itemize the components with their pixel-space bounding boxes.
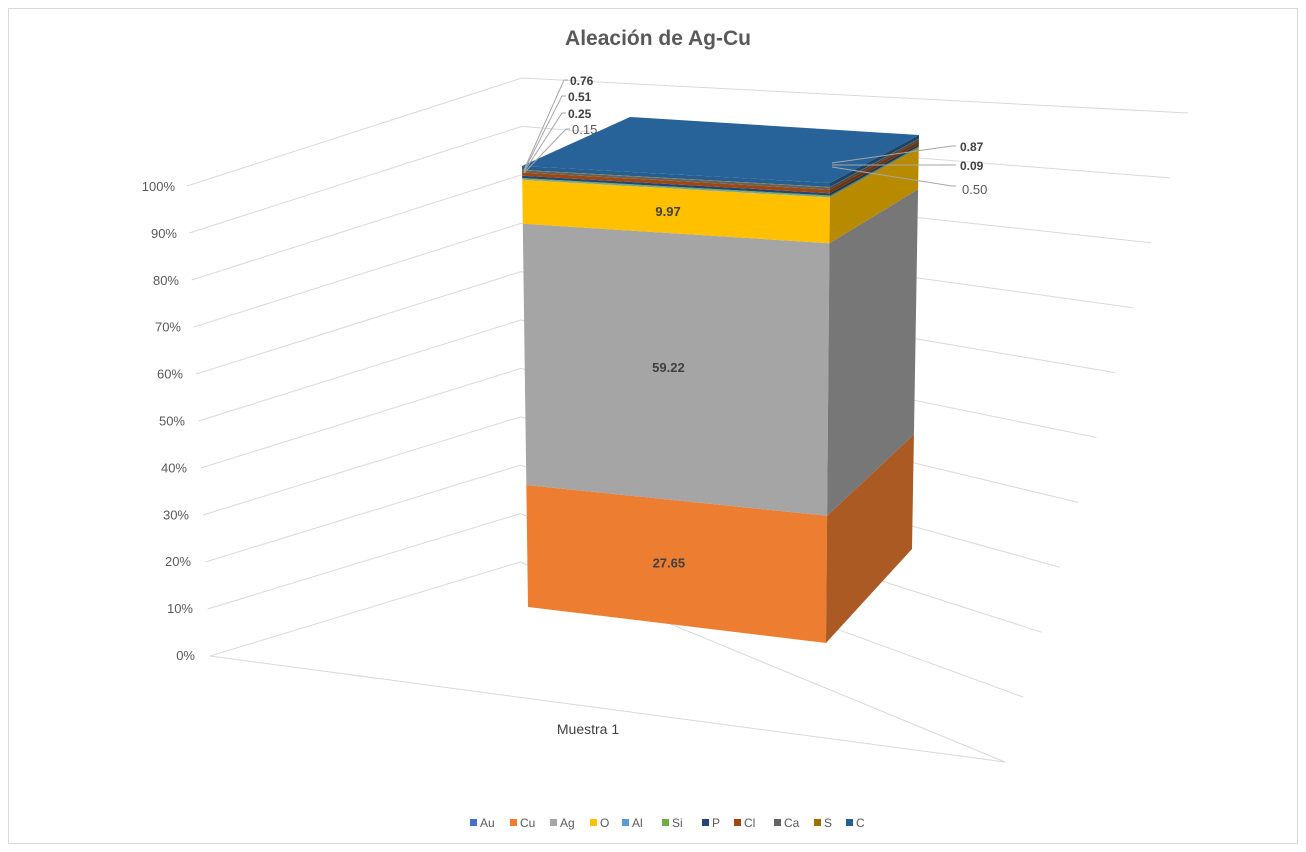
legend-swatch-c <box>846 819 853 826</box>
legend-label-p: P <box>712 816 720 830</box>
y-tick-label: 0% <box>176 648 195 663</box>
bar-front-p <box>522 175 830 196</box>
data-label-s: 0.09 <box>960 159 984 173</box>
leader-line-c <box>831 145 956 164</box>
legend-label-s: S <box>824 816 832 830</box>
legend-label-au: Au <box>480 816 495 830</box>
bar-front-o <box>522 179 830 244</box>
leader-line-si <box>523 112 566 173</box>
y-tick-label: 70% <box>155 320 181 335</box>
data-label-al: 0.15 <box>572 122 597 137</box>
legend-label-ca: Ca <box>784 816 800 830</box>
legend-swatch-ca <box>774 819 781 826</box>
bar-front-cl <box>522 172 830 194</box>
bar-front-cu <box>526 485 828 643</box>
legend-label-c: C <box>856 816 865 830</box>
data-label-si: 0.25 <box>568 107 592 121</box>
bar-side-o <box>829 147 919 244</box>
leader-line-ca <box>831 166 956 187</box>
gridline-left-7 <box>193 222 522 328</box>
bar-side-ag <box>827 189 919 516</box>
data-label-cl: 0.76 <box>570 74 594 88</box>
legend-label-cu: Cu <box>520 816 535 830</box>
bar-front-ca <box>522 170 830 190</box>
y-tick-label: 20% <box>165 554 191 569</box>
y-tick-label: 40% <box>161 460 187 475</box>
gridline-left-3 <box>202 416 521 516</box>
leader-line-p <box>523 95 566 172</box>
gridline-right-10 <box>521 77 1189 114</box>
y-tick-label: 10% <box>167 601 193 616</box>
y-tick-label: 30% <box>163 507 189 522</box>
y-tick-label: 80% <box>153 273 179 288</box>
bar-side-cu <box>826 434 914 643</box>
legend-swatch-s <box>814 819 821 826</box>
bar-side-c <box>829 135 919 188</box>
leader-line-cl <box>523 79 568 171</box>
bar-front-s <box>522 169 830 188</box>
gridline-left-6 <box>196 271 522 375</box>
legend-swatch-cu <box>510 819 517 826</box>
data-label-c: 0.87 <box>960 140 984 154</box>
y-tick-label: 50% <box>159 414 185 429</box>
category-label: Muestra 1 <box>557 721 619 737</box>
legend-label-si: Si <box>672 816 683 830</box>
gridline-left-1 <box>207 513 521 610</box>
gridline-left-4 <box>200 367 521 469</box>
gridline-left-9 <box>189 125 522 234</box>
y-tick-label: 90% <box>151 226 177 241</box>
legend-swatch-p <box>702 819 709 826</box>
bar-side-s <box>829 138 919 188</box>
data-label-ag: 59.22 <box>652 360 685 375</box>
gridline-left-8 <box>191 174 522 281</box>
bar-front-si <box>522 178 830 197</box>
legend-swatch-al <box>622 819 629 826</box>
gridline-0 <box>209 561 521 657</box>
leader-line-al <box>523 128 570 174</box>
legend-label-ag: Ag <box>560 816 575 830</box>
bar-front-al <box>522 179 830 198</box>
gridline-left-2 <box>205 464 521 563</box>
gridline-left-10 <box>186 77 523 187</box>
legend-swatch-au <box>470 819 477 826</box>
data-label-cu: 27.65 <box>653 556 686 571</box>
bar-side-ca <box>829 138 919 190</box>
floor-front-edge <box>209 655 1006 763</box>
bar-top <box>522 117 919 183</box>
bar-side-si <box>829 146 919 197</box>
legend-label-cl: Cl <box>744 816 755 830</box>
data-label-ca: 0.50 <box>962 182 987 197</box>
legend-swatch-si <box>662 819 669 826</box>
legend-label-o: O <box>600 816 609 830</box>
legend-label-al: Al <box>632 816 643 830</box>
legend-swatch-o <box>590 819 597 826</box>
y-tick-label: 60% <box>157 367 183 382</box>
bar-front-c <box>522 166 830 188</box>
y-tick-label: 100% <box>142 179 176 194</box>
gridline-left-5 <box>198 319 522 422</box>
legend-swatch-cl <box>734 819 741 826</box>
data-label-o: 9.97 <box>655 204 680 219</box>
chart-title: Aleación de Ag-Cu <box>565 27 751 50</box>
legend-swatch-ag <box>550 819 557 826</box>
bar-front-ag <box>522 223 830 516</box>
data-label-p: 0.51 <box>568 90 592 104</box>
bar-side-p <box>829 144 919 196</box>
bar-side-al <box>829 147 919 198</box>
